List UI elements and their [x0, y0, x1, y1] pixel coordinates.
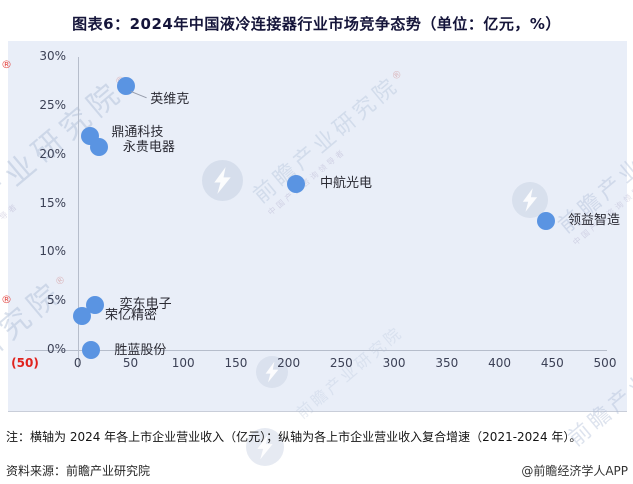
x-axis-tick-label: 0 [73, 356, 82, 370]
data-point [82, 341, 101, 359]
data-point [536, 212, 555, 231]
y-axis-tick-label: 25% [39, 97, 66, 112]
data-point-label: 永贵电器 [122, 139, 175, 155]
x-axis-tick-label: 400 [488, 356, 511, 370]
x-axis-tick-label: 350 [435, 356, 459, 370]
x-axis-tick-label: 150 [224, 356, 248, 370]
data-point-label: 奕东电子 [119, 297, 172, 313]
registered-mark: ® [1, 293, 12, 306]
data-point-label: 胜蓝股份 [114, 343, 167, 358]
data-point [72, 306, 91, 325]
y-axis-line [78, 57, 79, 368]
y-axis-tick-label: 20% [39, 146, 66, 161]
x-axis-tick-label: 450 [540, 356, 564, 370]
x-axis-tick-label: (50) [11, 356, 39, 370]
y-axis-tick-label: 15% [39, 195, 66, 210]
data-point [85, 296, 104, 315]
x-axis-line [25, 350, 607, 351]
credit-label: @前瞻经济学人APP [521, 464, 628, 478]
x-axis-tick-label: 300 [382, 356, 406, 370]
y-axis-tick-label: 10% [39, 244, 66, 259]
data-point [287, 174, 306, 193]
y-axis-tick-label: 0% [46, 342, 66, 356]
data-point-label: 荣亿精密 [104, 307, 157, 323]
footnote: 注：横轴为 2024 年各上市企业营业收入（亿元）；纵轴为各上市企业营业收入复合… [6, 430, 582, 444]
data-point-label: 中航光电 [320, 175, 373, 191]
data-point [89, 137, 108, 156]
data-point-label: 鼎通科技 [111, 125, 164, 141]
chart-title: 图表6：2024年中国液冷连接器行业市场竞争态势（单位：亿元，%） [72, 15, 561, 33]
x-axis-tick-label: 50 [122, 356, 139, 370]
label-leader-line [130, 91, 147, 99]
y-axis-tick-label: 5% [46, 293, 66, 308]
x-axis-tick-label: 200 [277, 356, 301, 370]
data-point-label: 英维克 [150, 92, 190, 108]
registered-mark: ® [1, 58, 12, 71]
data-point-label: 领益智造 [567, 213, 620, 229]
data-point [117, 77, 136, 96]
x-axis-tick-label: 250 [329, 356, 353, 370]
x-axis-tick-label: 100 [171, 356, 195, 370]
y-axis-tick-label: 30% [39, 49, 66, 63]
source-label: 资料来源：前瞻产业研究院 [6, 464, 151, 478]
x-axis-tick-label: 500 [593, 356, 617, 370]
